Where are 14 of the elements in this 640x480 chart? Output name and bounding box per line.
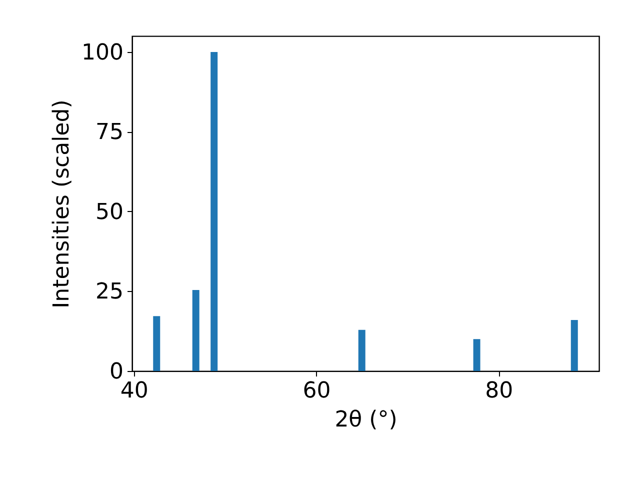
y-tick-label: 25 [96,280,124,305]
bar [570,320,578,371]
bar [153,316,160,371]
bar [473,339,480,371]
x-tick-label: 60 [302,378,331,404]
y-tick-label: 50 [96,200,124,225]
bar [192,290,200,371]
y-axis-title: Intensities (scaled) [50,100,75,308]
y-tick-label: 100 [82,40,124,66]
x-axis-title: 2θ (°) [334,408,398,432]
y-tick-label: 75 [96,120,124,146]
bar [358,330,366,371]
bar [210,52,218,371]
x-tick-label: 80 [485,378,514,404]
